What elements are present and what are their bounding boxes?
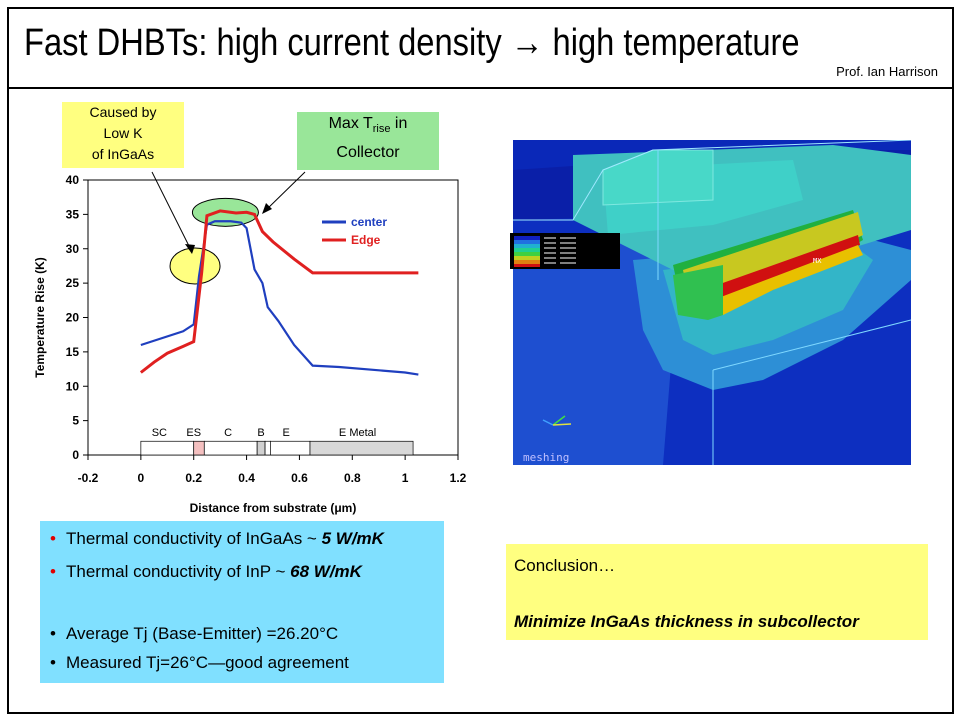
x-tick-label: 0.6 — [291, 471, 308, 485]
x-tick-label: 0.4 — [238, 471, 255, 485]
y-tick-label: 35 — [66, 207, 80, 221]
region-band — [264, 440, 271, 456]
bullet-item: • Measured Tj=26°C—good agreement — [50, 653, 349, 673]
callout-arrow — [263, 171, 306, 213]
bullet-item: • Thermal conductivity of InP ~ 68 W/mK — [50, 562, 362, 582]
region-band — [256, 440, 266, 456]
region-label: E Metal — [339, 427, 376, 439]
sim-region — [673, 265, 723, 320]
y-tick-label: 0 — [72, 448, 79, 462]
bullet-item: • Thermal conductivity of InGaAs ~ 5 W/mK — [50, 529, 384, 549]
y-tick-label: 40 — [66, 173, 80, 187]
y-tick-label: 20 — [66, 311, 80, 325]
y-tick-label: 5 — [72, 414, 79, 428]
y-axis-label: Temperature Rise (K) — [33, 257, 47, 377]
x-tick-label: 1.2 — [450, 471, 467, 485]
slide-frame — [7, 7, 954, 714]
sim-color-legend — [510, 233, 620, 269]
axis-triad-icon — [542, 415, 572, 426]
plot-frame — [87, 179, 459, 456]
low-k-ellipse — [169, 247, 221, 285]
sim-legend-swatches — [514, 236, 576, 267]
callout-line: Max Trise in — [297, 112, 439, 141]
sim-region — [713, 245, 863, 315]
thermal-facts-box: • Thermal conductivity of InGaAs ~ 5 W/mK… — [40, 521, 444, 683]
region-label: E — [283, 427, 290, 439]
region-label: ES — [186, 427, 201, 439]
bullet-text: Average Tj (Base-Emitter) =26.20°C — [66, 624, 339, 643]
y-tick-label: 25 — [66, 276, 80, 290]
bullet-text: Thermal conductivity of InP ~ — [66, 562, 291, 581]
callout-max-trise: Max Trise in Collector — [297, 112, 439, 170]
callout-subscript: rise — [372, 123, 391, 136]
x-tick-label: 0 — [138, 471, 145, 485]
region-label: SC — [152, 427, 167, 439]
author-label: Prof. Ian Harrison — [836, 64, 938, 79]
callout-line: Caused by — [89, 104, 157, 120]
callout-arrowhead — [262, 203, 272, 214]
x-tick-label: 0.8 — [344, 471, 361, 485]
y-tick-label: 10 — [66, 379, 80, 393]
region-label: C — [224, 427, 232, 439]
y-tick-label: 15 — [66, 345, 80, 359]
bullet-text: Thermal conductivity of InGaAs ~ — [66, 529, 322, 548]
x-axis-label: Distance from substrate (μm) — [190, 501, 357, 515]
sim-max-label: MX — [813, 257, 822, 265]
callout-line: Collector — [336, 144, 400, 162]
callout-text: in — [390, 115, 408, 132]
x-tick-label: -0.2 — [78, 471, 99, 485]
callout-arrowhead — [185, 244, 195, 254]
region-band — [309, 440, 414, 456]
x-tick-label: 1 — [402, 471, 409, 485]
region-band — [140, 440, 195, 456]
conclusion-box: Conclusion… Minimize InGaAs thickness in… — [506, 544, 928, 640]
bullet-dot: • — [50, 653, 56, 672]
x-tick-label: 0.2 — [185, 471, 202, 485]
conclusion-body: Minimize InGaAs thickness in subcollecto… — [514, 612, 859, 631]
region-band — [270, 440, 311, 456]
callout-text: Max T — [328, 115, 373, 132]
simulation-render: MX meshing — [513, 140, 911, 465]
bullet-emphasis: 68 W/mK — [290, 562, 362, 581]
bullet-emphasis: 5 W/mK — [321, 529, 384, 548]
legend-label: center — [351, 215, 387, 229]
bullet-dot: • — [50, 529, 56, 548]
callout-low-k: Caused by Low K of InGaAs — [62, 102, 184, 168]
bullet-text: Measured Tj=26°C—good agreement — [66, 653, 349, 672]
region-label: B — [257, 427, 264, 439]
bullet-dot: • — [50, 624, 56, 643]
callout-line: Low K — [103, 125, 143, 141]
thermal-simulation-image: MX meshing — [513, 140, 911, 465]
conclusion-heading: Conclusion… — [514, 556, 616, 575]
callout-line: of InGaAs — [91, 146, 155, 162]
series-line-edge — [139, 209, 419, 374]
sim-watermark: meshing — [523, 451, 569, 464]
region-band — [203, 440, 258, 456]
sim-wireframe — [712, 319, 911, 371]
callout-arrow — [151, 171, 193, 253]
sim-region — [683, 212, 863, 302]
sim-hotspot — [703, 235, 860, 305]
region-band — [193, 440, 205, 456]
series-line-center — [140, 220, 419, 376]
title-divider — [7, 87, 954, 89]
slide-title: Fast DHBTs: high current density → high … — [24, 22, 800, 64]
y-tick-label: 30 — [66, 242, 80, 256]
sim-wireframe — [513, 140, 911, 221]
bullet-dot: • — [50, 562, 56, 581]
legend-label: Edge — [351, 233, 381, 247]
bullet-item: • Average Tj (Base-Emitter) =26.20°C — [50, 624, 338, 644]
